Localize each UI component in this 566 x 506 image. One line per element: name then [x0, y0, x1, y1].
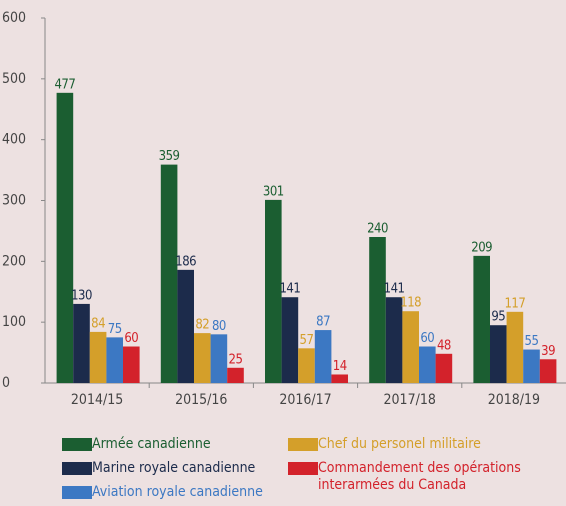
value-label: 359 [159, 149, 180, 164]
value-label: 477 [54, 77, 75, 92]
y-tick-label: 600 [2, 10, 26, 26]
y-tick-label: 100 [2, 314, 26, 330]
bar [369, 237, 386, 383]
bar [160, 164, 178, 383]
value-label: 60 [124, 331, 138, 346]
bar [123, 346, 140, 383]
legend-swatch [62, 486, 92, 499]
value-label: 39 [541, 344, 555, 359]
bar [73, 303, 90, 383]
value-label: 14 [333, 359, 347, 374]
legend-item: Armée canadienne [62, 436, 302, 453]
bar [265, 199, 282, 383]
y-tick-label: 300 [2, 193, 26, 209]
legend-label: Aviation royale canadienne [92, 484, 263, 500]
legend-item: Marine royale canadienne [62, 460, 302, 477]
x-tick-label: 2015/16 [175, 392, 227, 408]
legend-label: Commandement des opérations interarmées … [318, 460, 521, 493]
bar [56, 92, 74, 383]
bar [402, 311, 419, 383]
bar [385, 297, 403, 383]
y-tick-label: 200 [2, 253, 26, 269]
value-label: 117 [504, 296, 525, 311]
y-tick-label: 500 [2, 71, 26, 87]
x-tick-label: 2016/17 [279, 392, 331, 408]
bar [435, 353, 453, 383]
bar [506, 311, 524, 383]
value-label: 95 [491, 310, 505, 325]
value-label: 25 [229, 352, 243, 367]
x-tick-label: 2014/15 [71, 392, 123, 408]
bar [419, 346, 436, 383]
bar [194, 333, 211, 383]
bar [539, 359, 557, 383]
y-tick-label: 0 [2, 375, 10, 391]
value-label: 82 [195, 318, 209, 333]
value-label: 55 [525, 334, 539, 349]
bar [523, 349, 540, 383]
bar [490, 325, 507, 383]
bar [314, 330, 332, 383]
legend-swatch [62, 438, 92, 451]
bar [227, 367, 244, 383]
value-label: 84 [91, 316, 105, 331]
value-label: 87 [316, 315, 330, 330]
legend-swatch [288, 462, 318, 475]
value-label: 57 [300, 333, 314, 348]
legend-item: Chef du personel militaire [288, 436, 528, 453]
value-label: 80 [212, 319, 226, 334]
value-label: 75 [108, 322, 122, 337]
bar [106, 337, 123, 383]
value-label: 301 [263, 184, 284, 199]
bar [89, 331, 107, 383]
y-tick-label: 400 [2, 132, 26, 148]
bar [177, 269, 194, 383]
value-label: 60 [420, 331, 434, 346]
legend-item: Aviation royale canadienne [62, 484, 302, 501]
value-label: 240 [367, 222, 388, 237]
legend-swatch [62, 462, 92, 475]
value-label: 141 [384, 282, 405, 297]
legend-label: Marine royale canadienne [92, 460, 256, 476]
value-label: 48 [437, 338, 451, 353]
value-label: 118 [400, 296, 421, 311]
value-label: 186 [175, 254, 196, 269]
legend-item: Commandement des opérations interarmées … [288, 460, 528, 494]
legend-label: Armée canadienne [92, 436, 211, 452]
value-label: 141 [279, 282, 300, 297]
legend-label: Chef du personel militaire [318, 436, 481, 452]
bar [298, 348, 315, 383]
x-tick-label: 2017/18 [384, 392, 436, 408]
value-label: 130 [71, 288, 92, 303]
bar [331, 374, 348, 383]
value-label: 209 [471, 240, 492, 255]
bar [281, 297, 299, 383]
bar [210, 334, 228, 383]
legend-swatch [288, 438, 318, 451]
x-tick-label: 2018/19 [488, 392, 540, 408]
bar [473, 255, 490, 383]
